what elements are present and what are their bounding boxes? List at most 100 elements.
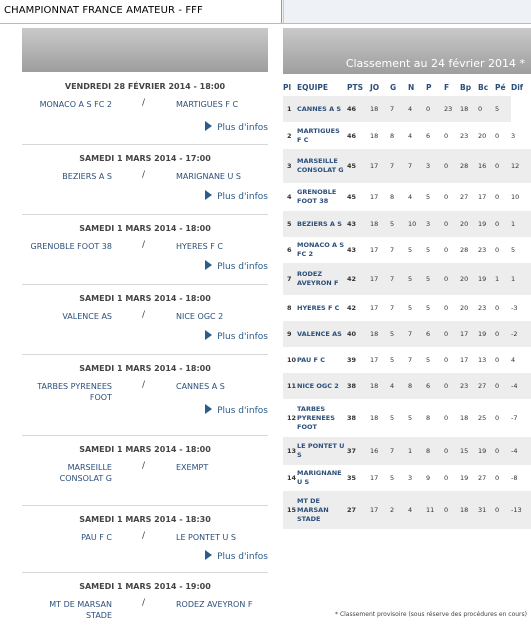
team-name-link[interactable]: CANNES A S (297, 96, 347, 122)
points-cell: 45 (347, 149, 370, 183)
home-team-link[interactable]: MT DE MARSAN STADE (49, 600, 112, 620)
stat-cell: -13 (511, 491, 531, 529)
stat-cell: 5 (408, 304, 413, 312)
away-team-link[interactable]: CANNES A S (176, 382, 225, 391)
home-team-link[interactable]: VALENCE AS (62, 312, 112, 321)
more-info-link[interactable]: Plus d'infos (205, 121, 268, 133)
team-name-link[interactable]: MONACO A S FC 2 (297, 241, 344, 258)
team-name-link[interactable]: MARIGNANE U S (297, 469, 342, 486)
match-block: SAMEDI 1 MARS 2014 - 18:00 GRENOBLE FOOT … (22, 214, 268, 285)
stat-cell: 0 (495, 131, 500, 140)
team-name-link[interactable]: HYERES F C (297, 303, 340, 312)
stat-cell: 7 (390, 437, 408, 465)
position-cell: 7 (283, 263, 297, 295)
away-team-link[interactable]: HYERES F C (176, 242, 223, 251)
play-arrow-icon (205, 330, 213, 340)
away-team-link[interactable]: MARIGNANE U S (176, 172, 242, 181)
stat-cell: 0 (444, 356, 449, 364)
stat-cell: 18 (370, 414, 379, 422)
points-cell: 45 (347, 193, 357, 201)
stat-cell: -4 (511, 373, 531, 399)
team-name-link[interactable]: PAU F C (297, 355, 326, 364)
standings-row: 15 MT DE MARSAN STADE 27 17 2 4 11 0 18 31 0 -13 (283, 491, 531, 529)
more-info-label: Plus d'infos (217, 192, 268, 202)
more-info-link[interactable]: Plus d'infos (205, 550, 268, 562)
stat-cell: 0 (495, 193, 500, 201)
address-area[interactable] (283, 0, 531, 23)
stat-cell: 7 (390, 263, 408, 295)
position-cell: 4 (287, 193, 292, 201)
team-name-link[interactable]: MT DE MARSAN STADE (297, 491, 347, 529)
home-team-link[interactable]: MARSEILLE CONSOLAT G (59, 463, 112, 483)
stat-cell: 7 (390, 96, 408, 122)
more-info-link[interactable]: Plus d'infos (205, 190, 268, 202)
stat-cell: 5 (511, 246, 516, 254)
stat-cell: 23 (460, 131, 469, 140)
column-header: Bc (478, 82, 489, 92)
column-header: N (408, 82, 415, 92)
more-info-label: Plus d'infos (217, 123, 268, 133)
stat-cell: 0 (444, 414, 449, 422)
standings-row: 12 TARBES PYRENEES FOOT 38 18 5 5 8 0 18 25 0 -7 (283, 399, 531, 437)
stat-cell: 12 (511, 149, 531, 183)
more-info-link[interactable]: Plus d'infos (205, 330, 268, 342)
home-team-link[interactable]: GRENOBLE FOOT 38 (30, 242, 112, 251)
team-name-link[interactable]: NICE OGC 2 (297, 373, 347, 399)
stat-cell: 5 (408, 414, 413, 422)
more-info-link[interactable]: Plus d'infos (205, 404, 268, 416)
match-date: SAMEDI 1 MARS 2014 - 18:30 (79, 515, 211, 524)
stat-cell: 18 (370, 211, 390, 237)
stat-cell: 0 (444, 263, 460, 295)
stat-cell: 1 (511, 263, 531, 295)
stat-cell: 8 (390, 131, 395, 140)
team-name-link[interactable]: VALENCE AS (297, 321, 347, 347)
stat-cell: 0 (444, 304, 449, 312)
position-cell: 6 (287, 246, 292, 254)
stat-cell: 8 (426, 437, 444, 465)
team-name-link[interactable]: RODEZ AVEYRON F (297, 263, 347, 295)
more-info-link[interactable]: Plus d'infos (205, 260, 268, 272)
points-cell: 43 (347, 211, 370, 237)
stat-cell: 23 (478, 304, 487, 312)
stat-cell: 6 (426, 131, 431, 140)
stat-cell: -2 (511, 321, 531, 347)
team-name-link[interactable]: BEZIERS A S (297, 211, 347, 237)
stat-cell: 0 (495, 474, 500, 482)
match-date: SAMEDI 1 MARS 2014 - 18:00 (79, 364, 211, 373)
team-name-link[interactable]: GRENOBLE FOOT 38 (297, 188, 337, 205)
home-team-link[interactable]: BEZIERS A S (62, 172, 112, 181)
stat-cell: 8 (408, 373, 426, 399)
standings-row: 14 MARIGNANE U S 35 17 5 3 9 0 19 27 0 -8 (283, 465, 531, 491)
stat-cell: 17 (370, 356, 379, 364)
stat-cell: 5 (426, 304, 431, 312)
stat-cell: 13 (478, 356, 487, 364)
away-team-link[interactable]: MARTIGUES F C (176, 100, 239, 109)
team-name-link[interactable]: MARSEILLE CONSOLAT G (297, 149, 347, 183)
stat-cell: 20 (460, 263, 478, 295)
stat-cell: 19 (478, 263, 495, 295)
column-header: EQUIPE (297, 82, 328, 92)
stat-cell: 6 (426, 321, 444, 347)
stat-cell: 0 (444, 373, 460, 399)
stat-cell: 0 (495, 149, 511, 183)
team-name-link[interactable]: LE PONTET U S (297, 437, 347, 465)
team-name-link[interactable]: MARTIGUES F C (297, 126, 340, 144)
stat-cell: 20 (460, 211, 478, 237)
team-name-link[interactable]: TARBES PYRENEES FOOT (297, 404, 335, 431)
active-tab[interactable]: CHAMPIONNAT FRANCE AMATEUR - FFF (0, 0, 282, 23)
match-separator: / (142, 98, 146, 108)
away-team-link[interactable]: EXEMPT (176, 463, 209, 472)
stat-cell: 1 (408, 437, 426, 465)
position-cell: 10 (287, 356, 297, 364)
stat-cell: 7 (408, 149, 426, 183)
stat-cell: 5 (408, 263, 426, 295)
away-team-link[interactable]: RODEZ AVEYRON F (176, 600, 253, 609)
home-team-link[interactable]: TARBES PYRENEES FOOT (37, 382, 112, 402)
column-header: Pl (283, 82, 292, 92)
home-team-link[interactable]: PAU F C (81, 533, 112, 542)
home-team-link[interactable]: MONACO A S FC 2 (39, 100, 112, 109)
match-separator: / (142, 380, 146, 390)
away-team-link[interactable]: NICE OGC 2 (176, 312, 224, 321)
away-team-link[interactable]: LE PONTET U S (176, 533, 237, 542)
match-separator: / (142, 240, 146, 250)
